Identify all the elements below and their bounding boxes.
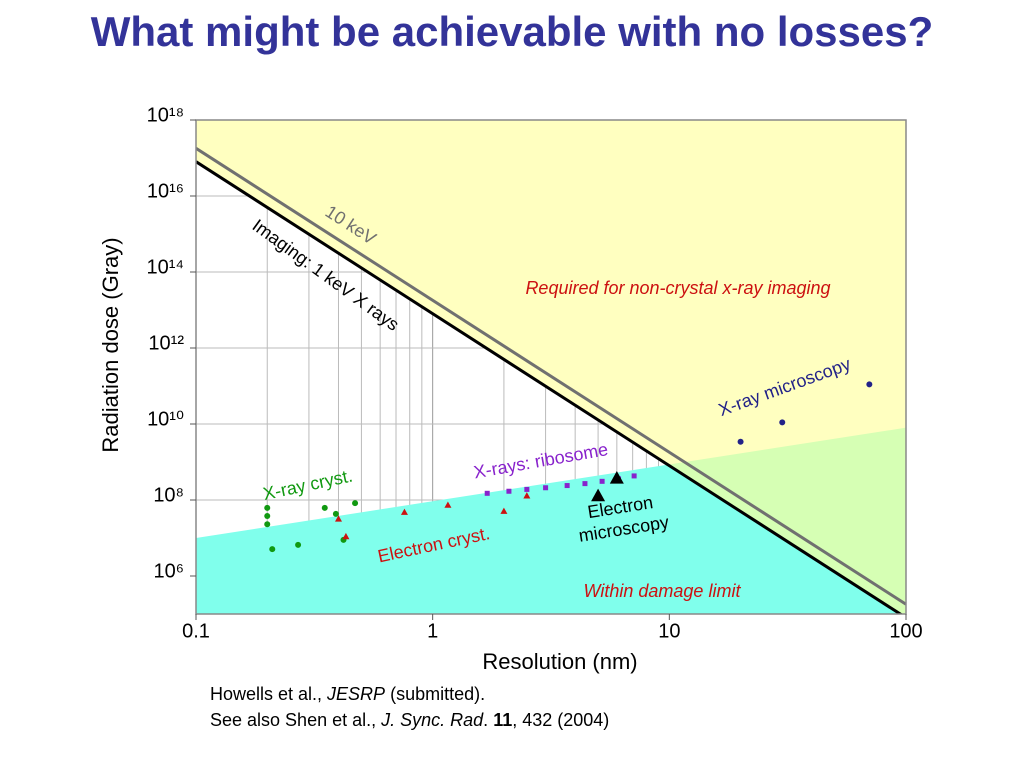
point — [737, 438, 744, 445]
y-tick-label: 10⁶ — [154, 560, 184, 582]
point — [484, 490, 490, 496]
point — [506, 488, 512, 494]
point — [342, 532, 350, 540]
text: Howells et al., — [210, 684, 328, 704]
point — [866, 381, 873, 388]
y-tick-label: 10¹⁰ — [147, 408, 184, 430]
point — [779, 419, 786, 426]
point — [582, 481, 588, 487]
annotation: Required for non-crystal x-ray imaging — [525, 278, 830, 298]
text: . — [483, 710, 494, 730]
line — [196, 160, 904, 614]
citation: Howells et al., JESRP (submitted). — [210, 684, 485, 705]
text: J. Sync. Rad — [381, 710, 484, 730]
point — [500, 507, 508, 514]
x-tick-label: 100 — [889, 620, 922, 642]
annotation: Within damage limit — [584, 581, 742, 601]
point — [332, 510, 339, 517]
y-tick-label: 10¹⁸ — [147, 104, 184, 126]
point — [444, 501, 452, 508]
text: JESRP — [327, 684, 386, 704]
point — [523, 492, 531, 499]
point — [352, 500, 359, 507]
point — [631, 473, 637, 479]
point — [264, 504, 271, 511]
point — [334, 515, 342, 522]
y-tick-label: 10¹⁶ — [147, 180, 184, 202]
slide-title: What might be achievable with no losses? — [90, 8, 934, 55]
text: See also Shen et al., — [210, 710, 382, 730]
point — [591, 488, 606, 502]
x-tick-label: 10 — [658, 620, 680, 642]
x-tick-label: 0.1 — [182, 620, 210, 642]
point — [400, 508, 408, 515]
point — [264, 512, 271, 519]
point — [599, 478, 605, 484]
text: 11 — [493, 710, 513, 730]
text: , 432 (2004) — [512, 710, 610, 730]
point — [609, 470, 624, 484]
y-tick-label: 10⁸ — [153, 484, 184, 506]
citation: See also Shen et al., J. Sync. Rad. 11, … — [210, 710, 609, 731]
point — [321, 504, 328, 511]
point — [264, 521, 271, 528]
point — [269, 546, 276, 553]
point — [543, 485, 549, 491]
line — [196, 147, 906, 606]
y-tick-label: 10¹⁴ — [147, 256, 185, 278]
plot-frame — [195, 119, 907, 615]
point — [524, 486, 530, 492]
region-none — [196, 161, 901, 614]
point — [564, 483, 570, 489]
y-tick-label: 10¹² — [148, 332, 184, 354]
point — [295, 541, 302, 548]
text: (submitted). — [385, 684, 486, 704]
x-tick-label: 1 — [427, 620, 438, 642]
y-axis-label: Radiation dose (Gray) — [98, 237, 123, 452]
x-axis-label: Resolution (nm) — [482, 649, 637, 674]
